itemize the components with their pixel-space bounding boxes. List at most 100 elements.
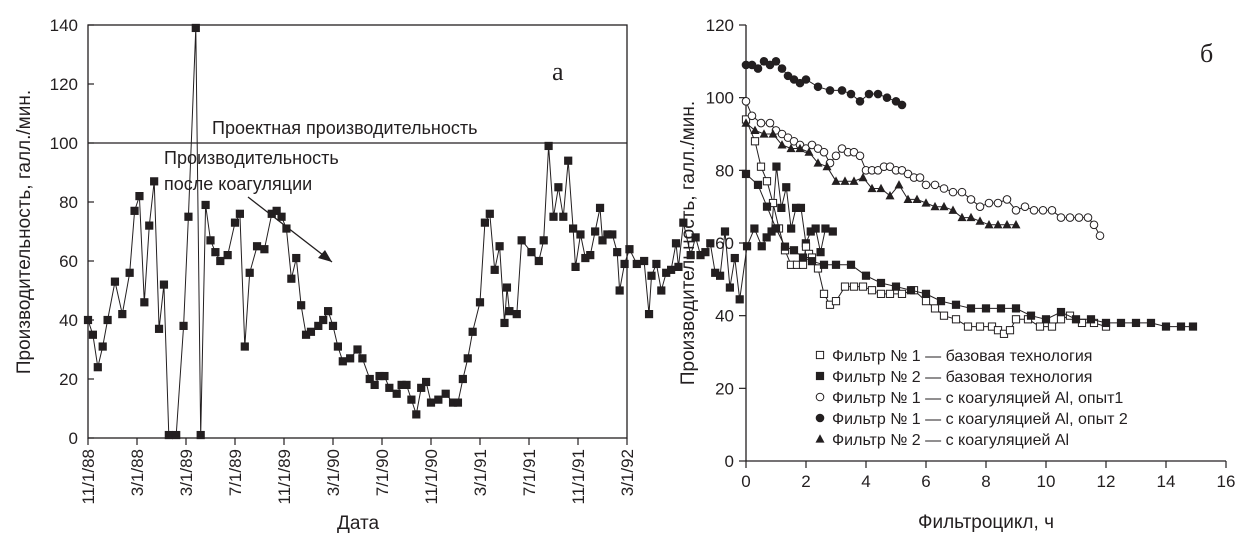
chart-b-data-point [1086,315,1096,324]
chart-a-data-point [206,236,215,245]
chart-b-data-point [1020,202,1030,211]
chart-a-data-point [88,330,98,339]
chart-b-data-point [921,198,931,207]
chart-a-x-tick-label: 3/1/88 [128,449,147,496]
chart-a-data-point [735,295,744,304]
chart-a-data-point [512,310,521,319]
chart-a-data-point [211,248,220,257]
chart-a-data-point [640,256,649,266]
chart-b-data-point [1011,206,1021,215]
chart-a-data-point [306,327,316,336]
chart-b-data-point [1041,315,1051,324]
chart-a-data-point [730,253,739,263]
chart-b-data-point [882,93,892,102]
chart-b-data-point [1026,311,1036,320]
chart-b-data-point [1188,322,1198,331]
chart-b-data-point [1083,213,1093,222]
chart-a-data-point [353,345,362,354]
chart-a-data-point [772,162,781,171]
chart-b-data-point [801,242,811,251]
chart-a-data-point [434,395,443,404]
chart-a-x-tick-label: 11/1/88 [79,449,98,504]
chart-b-data-point [939,201,949,211]
chart-a-data-point [468,327,477,336]
chart-a-data-point [796,203,806,213]
chart-a-data-point [328,321,338,330]
chart-a-data-point [282,224,291,233]
chart-b-legend-label: Фильтр № 1 — с коагуляцией Al, опыт 2 [832,411,1128,428]
chart-a-data-point [500,318,509,328]
chart-b-data-point [966,304,976,313]
chart-a-data-point [458,374,467,384]
chart-b-data-point [1047,206,1057,215]
chart-a-data-point [292,253,301,263]
chart-b-data-point [837,86,847,95]
chart-b-y-tick-label: 120 [706,16,734,35]
chart-b-data-point [1029,206,1039,215]
chart-a-data-point [453,398,463,407]
chart-b-data-point [915,173,925,182]
chart-b-data-point [930,180,940,190]
chart-b-data-point [864,89,874,99]
chart-b-y-axis: 0 20 40 60 80 100 120 [706,16,746,471]
chart-b-data-point [906,286,916,295]
chart-a-data-point [463,354,472,363]
chart-a-data-point [527,248,536,257]
chart-b-data-point [1101,318,1111,328]
chart-a-data-point [412,410,421,419]
chart-a-data-point [811,224,820,233]
chart-a-data-point [591,227,600,236]
chart-a-data-point [314,321,323,330]
chart-a-data-point [544,141,553,151]
chart-a-data-point [184,212,193,221]
chart-b-data-point [1002,195,1012,204]
chart-b-data-point [975,216,985,225]
chart-a-data-point [502,283,512,292]
chart-b-data-point [807,257,817,266]
chart-b-data-point [846,260,856,269]
chart-b-data-point [756,162,766,171]
chart-a-data-point [674,262,683,271]
chart-b-legend-label: Фильтр № 2 — с коагуляцией Al [832,432,1069,449]
chart-b-legend: Фильтр № 1 — базовая технология Фильтр № … [815,348,1128,449]
chart-b-data-point [831,151,841,161]
chart-a-series [83,23,837,440]
chart-a-data-point [230,218,240,227]
chart-a-x-tick-label: 7/1/89 [226,449,245,496]
chart-a-data-point [495,242,504,251]
chart-b-data-point [855,151,865,161]
chart-a-data-point [534,256,543,266]
chart-a-data-point [632,259,641,269]
chart-b-data-point [984,198,994,208]
chart-a-data-point [821,224,830,233]
chart-b-data-point [912,194,922,203]
chart-b-data-point [798,253,808,262]
chart-a-data-point [539,236,548,245]
chart-a-data-point [172,430,181,440]
chart-b-data-point [753,64,763,73]
chart-b-data-point [903,194,913,203]
chart-a-data-point [598,236,607,245]
chart-b-x-tick-label: 6 [921,472,930,491]
chart-b-series-line [745,173,1193,328]
chart-b-data-point [1089,220,1099,230]
chart-a-panel-label: а [552,57,564,86]
chart-b-data-point [921,180,931,190]
chart-b-data-point [897,289,907,298]
chart-a-data-point [757,242,766,251]
chart-a-data-point [667,265,676,274]
chart-b-data-point [813,82,823,92]
chart-b-data-point [819,260,829,269]
chart-a-data-point [272,206,281,215]
chart-a-data-point [135,192,144,201]
chart-a-data-point [657,286,666,295]
chart-b-data-point [819,289,829,298]
chart-b-data-point [786,143,796,153]
chart-a-data-point [346,354,355,363]
chart-a-data-point [154,324,164,333]
chart-b-data-point [741,118,751,127]
chart-b-data-point [750,137,760,146]
chart-b-data-point [840,176,850,185]
chart-a-data-point [245,268,254,277]
